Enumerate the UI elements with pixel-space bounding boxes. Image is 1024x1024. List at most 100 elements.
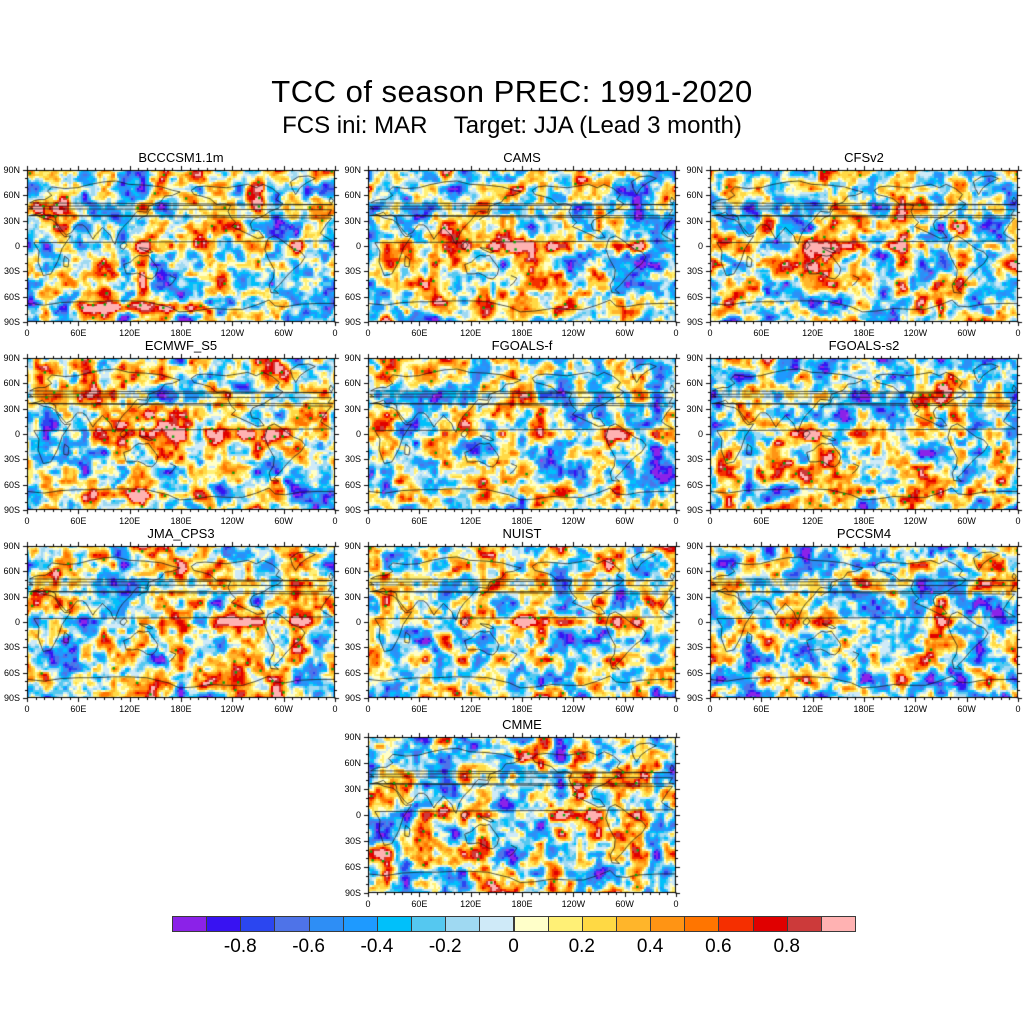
y-tick-label: 30S [686, 642, 703, 653]
y-tick-label: 30S [686, 266, 703, 277]
x-tick-label: 60E [411, 328, 428, 338]
panel-title: JMA_CPS3 [147, 526, 215, 541]
colorbar-segment [342, 916, 378, 932]
y-tick-label: 30N [344, 403, 361, 414]
y-tick-label: 60N [3, 378, 20, 389]
colorbar-segment [240, 916, 276, 932]
y-tick-label: 30N [686, 403, 703, 414]
y-tick-label: 30S [344, 836, 361, 846]
y-tick-label: 60S [344, 862, 361, 872]
colorbar-tick-label: -0.4 [360, 936, 394, 957]
x-tick-label: 120E [460, 899, 482, 909]
y-tick-label: 0 [355, 810, 361, 820]
colorbar-tick-label: 0.6 [705, 936, 732, 957]
x-tick-label: 60E [70, 328, 87, 338]
x-tick-label: 60E [753, 516, 770, 526]
y-tick-label: 30N [3, 403, 20, 414]
x-tick-label: 120E [802, 328, 824, 338]
y-tick-label: 60S [686, 479, 703, 490]
map-panel-FGOALS-f: FGOALS-f 90N 60N 30N 0 30S 60S 90S 0 60E 120E 180E 1… [323, 330, 694, 536]
x-tick-label: 120E [460, 328, 482, 338]
map-canvas [360, 162, 684, 330]
y-tick-label: 90N [344, 165, 361, 175]
y-tick-label: 0 [355, 241, 361, 251]
x-tick-label: 60W [957, 704, 976, 714]
y-tick-label: 30S [344, 642, 361, 653]
colorbar-segment [479, 916, 515, 932]
panel-title: FGOALS-f [491, 338, 553, 353]
y-tick-label: 90N [344, 541, 361, 551]
x-tick-label: 180E [853, 516, 875, 526]
y-tick-label: 0 [14, 241, 20, 251]
x-tick-label: 0 [24, 328, 30, 338]
y-tick-label: 60N [344, 758, 361, 768]
y-tick-label: 0 [697, 429, 703, 439]
y-tick-label: 60S [344, 667, 361, 678]
y-tick-label: 90S [344, 693, 361, 703]
colorbar-tick-label: -0.6 [292, 936, 325, 957]
x-tick-label: 180E [853, 328, 875, 338]
x-tick-label: 120E [119, 704, 141, 714]
map-canvas [702, 350, 1024, 518]
y-tick-label: 90N [344, 732, 361, 742]
y-tick-label: 0 [697, 241, 703, 251]
y-tick-label: 30N [686, 591, 703, 602]
x-tick-label: 60E [411, 516, 428, 526]
map-panel-ECMWF_S5: ECMWF_S5 90N 60N 30N 0 30S 60S 90S 0 60E 120E 180E 1… [0, 330, 353, 536]
map-canvas [19, 162, 343, 330]
x-tick-label: 120W [561, 328, 586, 338]
x-tick-label: 180E [511, 704, 533, 714]
map-panel-CFSv2: CFSv2 90N 60N 30N 0 30S 60S 90S 0 60E 120E 180E 120W… [665, 142, 1024, 348]
y-tick-label: 30N [686, 215, 703, 226]
y-tick-label: 90S [344, 888, 361, 898]
x-tick-label: 120W [903, 704, 928, 714]
map-panel-CMME: CMME 90N 60N 30N 0 30S 60S 90S 0 60E 120E 180E 120W 6… [323, 709, 694, 919]
colorbar-segment [752, 916, 788, 932]
panel-title: BCCCSM1.1m [138, 150, 224, 165]
x-tick-label: 60W [615, 328, 634, 338]
x-tick-label: 180E [511, 516, 533, 526]
panel-title: NUIST [502, 526, 542, 541]
y-tick-label: 90N [3, 541, 20, 551]
x-tick-label: 60W [615, 704, 634, 714]
x-tick-label: 120W [561, 704, 586, 714]
x-tick-label: 120E [802, 704, 824, 714]
colorbar-segment [615, 916, 652, 932]
x-tick-label: 0 [332, 704, 338, 714]
map-panel-CAMS: CAMS 90N 60N 30N 0 30S 60S 90S 0 60E 120E 180E 120W 6… [323, 142, 694, 348]
x-tick-label: 120W [561, 899, 586, 909]
colorbar-tick-label: 0.4 [636, 936, 664, 957]
colorbar-tick-label: -0.2 [428, 936, 462, 957]
colorbar-segment [308, 916, 344, 932]
colorbar-segment [513, 916, 549, 932]
x-tick-label: 120W [220, 328, 245, 338]
y-tick-label: 90N [3, 353, 20, 363]
y-tick-label: 90S [3, 505, 20, 515]
colorbar-segment [274, 916, 310, 932]
x-tick-label: 120W [561, 516, 586, 526]
y-tick-label: 90N [686, 165, 703, 175]
map-panel-FGOALS-s2: FGOALS-s2 90N 60N 30N 0 30S 60S 90S 0 60E 120E 180E… [665, 330, 1024, 536]
x-tick-label: 0 [365, 704, 371, 714]
y-tick-label: 60N [686, 190, 703, 201]
y-tick-label: 90N [686, 353, 703, 363]
y-tick-label: 30S [3, 454, 20, 465]
y-tick-label: 90S [344, 317, 361, 327]
y-tick-label: 90S [686, 693, 703, 703]
map-canvas [360, 729, 684, 901]
y-tick-label: 90S [3, 693, 20, 703]
panel-title: ECMWF_S5 [144, 338, 218, 353]
y-tick-label: 30N [3, 591, 20, 602]
y-tick-label: 30N [3, 215, 20, 226]
colorbar-segment [411, 916, 447, 932]
y-tick-label: 60S [3, 291, 20, 302]
x-tick-label: 120E [119, 328, 141, 338]
colorbar-segment [718, 916, 754, 932]
x-tick-label: 60E [70, 516, 87, 526]
x-tick-label: 180E [170, 516, 192, 526]
y-tick-label: 30S [3, 642, 20, 653]
y-tick-label: 60S [344, 479, 361, 490]
x-tick-label: 0 [365, 899, 371, 909]
y-tick-label: 30S [686, 454, 703, 465]
y-tick-label: 90N [3, 165, 20, 175]
